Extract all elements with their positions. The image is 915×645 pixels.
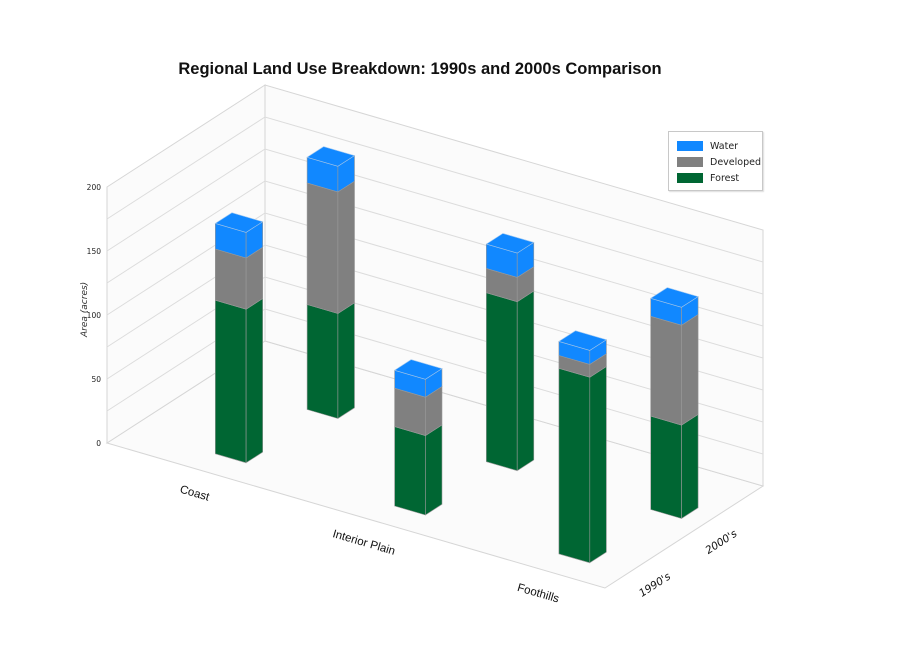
bar-coast-1990	[214, 212, 264, 464]
bar-front-face	[650, 315, 682, 426]
category-label: Foothills	[516, 582, 561, 606]
y-tick-label: 200	[87, 183, 102, 192]
bar-top-face	[485, 233, 535, 254]
bar-top-face	[558, 330, 608, 351]
category-label: Coast	[178, 484, 211, 504]
depth-label: 2000's	[703, 527, 739, 556]
bar-interior-plain-2000	[485, 233, 535, 472]
bar-top-face	[306, 146, 356, 167]
bar-interior-plain-1990	[393, 359, 443, 516]
legend-item-developed: Developed	[677, 156, 761, 168]
bar-front-face	[485, 292, 518, 472]
y-axis-ticks: 0 50 100 150 200 Area (acres)	[80, 183, 101, 448]
y-tick-label: 50	[91, 375, 101, 384]
bar-top-face	[649, 287, 699, 308]
bar-side-face	[589, 365, 607, 564]
bar-top-face	[214, 212, 264, 233]
bar-side-face	[681, 313, 699, 426]
gridline	[106, 148, 764, 295]
bar-front-face	[394, 426, 426, 516]
legend-item-forest: Forest	[677, 172, 739, 184]
legend-label: Developed	[710, 156, 761, 168]
legend-item-water: Water	[677, 140, 738, 152]
legend-swatch-forest	[677, 173, 703, 183]
gridline	[106, 116, 764, 263]
gridline	[106, 180, 764, 327]
bar-side-face	[337, 302, 355, 420]
y-tick-label: 150	[87, 247, 102, 256]
y-tick-label: 0	[96, 439, 101, 448]
legend-swatch-developed	[677, 157, 703, 167]
y-axis-title: Area (acres)	[80, 282, 90, 338]
bar-foothills-2000	[649, 287, 699, 520]
bar-side-face	[337, 180, 355, 315]
bar-side-face	[425, 424, 443, 516]
legend: Water Developed Forest	[668, 131, 763, 191]
bar-front-face	[650, 415, 682, 519]
depth-label: 1990's	[637, 570, 673, 599]
bar-front-face	[215, 299, 247, 464]
gridline	[106, 212, 764, 359]
bar-coast-2000	[306, 146, 356, 420]
bar-front-face	[306, 304, 339, 419]
bar-side-face	[516, 290, 535, 472]
bar-front-face	[215, 248, 247, 310]
legend-label: Water	[710, 140, 739, 152]
bars	[214, 146, 699, 564]
category-label: Interior Plain	[331, 528, 396, 558]
legend-label: Forest	[710, 172, 740, 184]
y-tick-label: 100	[87, 311, 102, 320]
bar-front-face	[558, 367, 591, 564]
bar-top-face	[393, 359, 443, 380]
bar-front-face	[306, 182, 339, 314]
legend-swatch-water	[677, 141, 703, 151]
chart-title: Regional Land Use Breakdown: 1990s and 2…	[178, 60, 662, 78]
bar-side-face	[681, 413, 699, 520]
bar-side-face	[245, 297, 264, 464]
bar-foothills-1990	[558, 330, 608, 564]
